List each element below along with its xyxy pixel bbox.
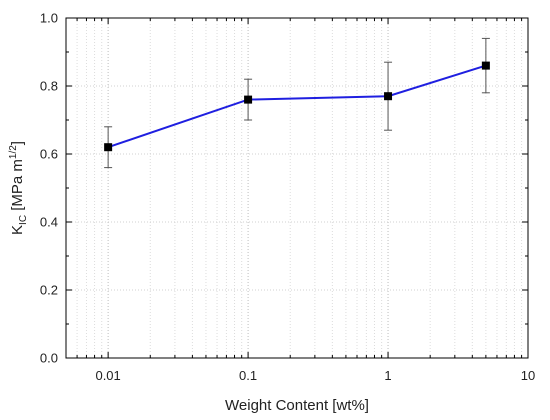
plot-frame — [65, 17, 529, 359]
y-tick-label: 0.0 — [40, 351, 58, 366]
y-tick-label: 0.6 — [40, 147, 58, 162]
y-tick-label: 1.0 — [40, 11, 58, 26]
x-tick-label: 0.01 — [95, 368, 120, 383]
data-point-marker — [481, 61, 490, 70]
data-point-marker — [384, 92, 393, 101]
series-line — [107, 64, 487, 149]
y-axis-title-sup: 1/2 — [8, 145, 19, 159]
axis-ticks — [66, 17, 529, 359]
y-axis-title-sub: IC — [18, 215, 29, 225]
x-tick-label: 0.1 — [239, 368, 257, 383]
y-tick-label: 0.8 — [40, 79, 58, 94]
x-tick-label: 1 — [384, 368, 391, 383]
x-axis-title: Weight Content [wt%] — [225, 397, 369, 414]
y-axis-title: KIC [MPa m1/2] — [8, 141, 29, 235]
y-axis-title-unit: [MPa m — [9, 159, 26, 215]
y-axis-title-unit-end: ] — [9, 141, 26, 145]
data-point-marker — [104, 143, 113, 152]
series-layer — [104, 37, 490, 169]
x-tick-label: 10 — [521, 368, 535, 383]
y-axis-title-base: K — [9, 225, 26, 235]
tick-labels: 0.01 0.1 1 10 0.0 0.2 0.4 0.6 0.8 1.0 — [40, 11, 535, 384]
data-point-marker — [244, 95, 253, 104]
y-tick-label: 0.4 — [40, 215, 58, 230]
grid-lines — [66, 18, 528, 358]
y-tick-label: 0.2 — [40, 283, 58, 298]
